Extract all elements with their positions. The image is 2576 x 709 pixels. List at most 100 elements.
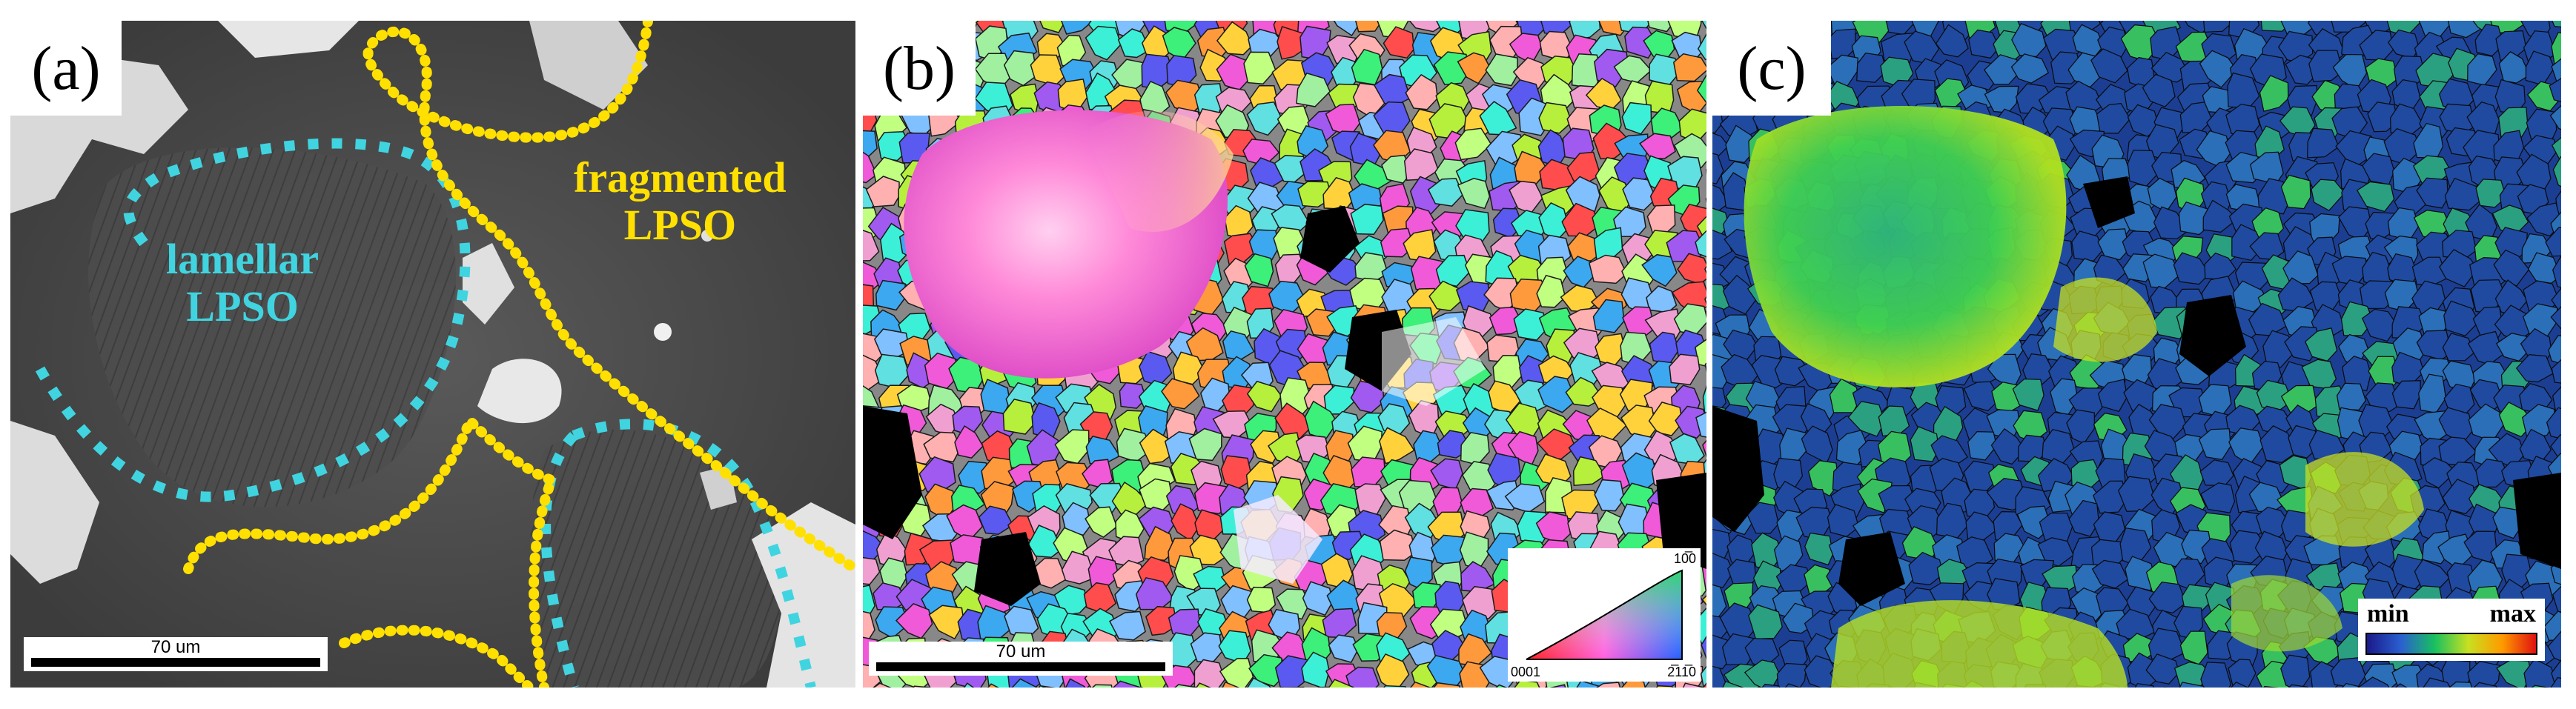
cell — [1847, 401, 1886, 437]
grain — [1379, 529, 1417, 561]
cell — [2552, 256, 2561, 288]
cell — [2444, 177, 2486, 211]
cell — [2010, 53, 2050, 84]
cell — [2093, 480, 2128, 514]
cell — [2280, 654, 2311, 688]
cell — [1910, 426, 1940, 462]
cell — [2551, 32, 2561, 66]
cell — [2229, 530, 2268, 564]
grain — [1405, 73, 1439, 110]
grain — [1695, 230, 1706, 258]
cell — [2549, 104, 2561, 130]
grain — [1457, 178, 1491, 210]
cell — [2071, 230, 2104, 262]
cell — [2012, 379, 2044, 411]
panel-b-label: (b) — [883, 33, 956, 103]
grain — [875, 279, 906, 311]
grain — [863, 230, 880, 262]
cell — [2546, 407, 2561, 439]
grain — [1648, 402, 1683, 436]
grain — [1594, 48, 1629, 88]
cell — [1784, 683, 1801, 688]
fragmented-line1: fragmented — [574, 153, 787, 202]
grain — [1594, 479, 1625, 512]
grain — [1162, 27, 1196, 61]
cell — [2336, 382, 2366, 410]
cell — [1935, 24, 1969, 58]
grain — [1641, 253, 1678, 287]
cell — [2475, 179, 2507, 208]
grain — [1410, 681, 1431, 688]
grain — [928, 605, 965, 640]
grain — [1702, 385, 1706, 416]
cell — [1748, 604, 1783, 639]
grain — [1190, 632, 1223, 662]
cell — [2442, 333, 2476, 362]
grain — [874, 353, 910, 389]
grain — [1062, 502, 1092, 536]
colorbar-min-label: min — [2367, 600, 2409, 628]
grain — [1433, 51, 1469, 85]
grain — [1375, 653, 1410, 688]
misorientation-map-image — [1712, 21, 2561, 688]
cell — [2011, 23, 2047, 58]
cell — [2307, 127, 2340, 159]
cell — [2551, 287, 2561, 314]
grain — [1196, 682, 1211, 688]
grain — [1457, 52, 1491, 84]
cell — [2148, 582, 2187, 614]
grain — [1696, 74, 1706, 104]
grain — [1108, 610, 1146, 641]
cell — [1761, 683, 1781, 688]
grain — [1061, 21, 1094, 35]
cell — [2551, 359, 2561, 384]
cell — [2551, 136, 2561, 164]
cell — [2550, 306, 2561, 330]
cell — [2439, 249, 2478, 287]
cell — [2342, 682, 2365, 688]
cell — [2091, 559, 2129, 589]
grain — [1569, 21, 1601, 41]
cell — [2311, 179, 2345, 211]
grain — [863, 556, 881, 585]
cell — [2068, 499, 2099, 537]
grain — [1704, 362, 1706, 373]
cell — [2391, 380, 2421, 410]
grain — [1675, 405, 1706, 439]
cell — [2365, 382, 2400, 413]
cell — [1808, 460, 1839, 497]
cell — [2153, 531, 2190, 567]
grain — [1702, 439, 1706, 458]
grain — [1087, 556, 1120, 589]
misorientation-colorbar: min max — [2358, 599, 2545, 661]
cell — [1908, 551, 1944, 586]
ipf-map-image — [863, 21, 1706, 688]
cell — [1804, 655, 1841, 688]
ipf-triangle — [1526, 569, 1683, 660]
cell — [2181, 529, 2212, 565]
grain — [1112, 680, 1141, 688]
grain — [1595, 682, 1621, 688]
cell — [2496, 659, 2532, 688]
panel-c-label-box: (c) — [1712, 21, 1831, 116]
grain — [865, 176, 900, 207]
cell — [2288, 684, 2308, 688]
cell — [2473, 682, 2497, 688]
ipf-bottom-left-label: 0001 — [1511, 665, 1541, 679]
grain — [1144, 525, 1176, 562]
grain — [1701, 595, 1706, 606]
panel-b-scalebar: 70 um — [869, 642, 1173, 676]
grain — [1592, 299, 1625, 333]
ipf-bottom-right-label: 2̅11̅0 — [1667, 665, 1696, 679]
grain — [1565, 176, 1600, 212]
cell — [2522, 404, 2555, 436]
cell — [2548, 335, 2561, 365]
grain — [1655, 685, 1673, 688]
grain — [1219, 657, 1254, 688]
cell — [2361, 308, 2399, 342]
grain — [1549, 684, 1566, 688]
cell — [2259, 75, 2289, 112]
grain — [1669, 433, 1705, 465]
cell — [2547, 630, 2561, 662]
grain — [1145, 605, 1178, 636]
